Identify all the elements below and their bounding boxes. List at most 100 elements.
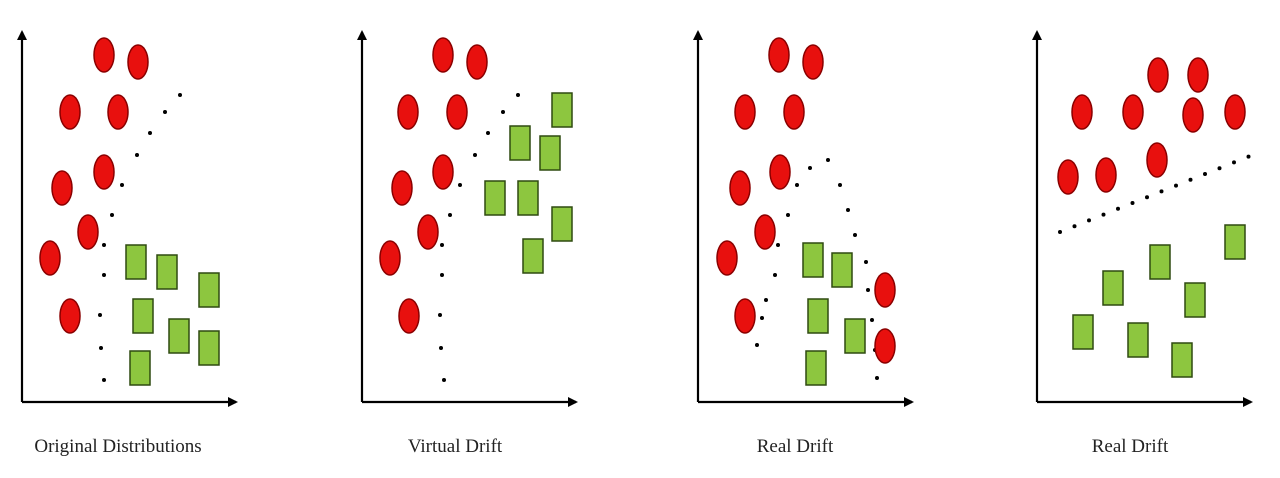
class-a-point <box>768 37 790 73</box>
class-a-point <box>1224 94 1246 130</box>
class-a-point <box>1122 94 1144 130</box>
class-b-point <box>198 272 220 308</box>
boundary-dot <box>760 316 764 320</box>
class-b-point <box>802 242 824 278</box>
boundary-dot <box>1217 166 1222 171</box>
caption: Real Drift <box>757 436 834 457</box>
class-a-point <box>417 214 439 250</box>
caption: Real Drift <box>1092 436 1169 457</box>
boundary-dot <box>1058 230 1062 234</box>
class-a-point <box>77 214 99 250</box>
boundary-dot <box>99 346 103 350</box>
class-b-point <box>129 350 151 386</box>
class-a-point <box>734 94 756 130</box>
class-a-point <box>432 154 454 190</box>
class-a-point <box>754 214 776 250</box>
class-a-point <box>432 37 454 73</box>
class-a-point <box>1095 157 1117 193</box>
class-b-point <box>1224 224 1246 260</box>
class-b-point <box>1102 270 1124 306</box>
boundary-dot <box>776 243 780 247</box>
boundary-dot <box>102 243 106 247</box>
class-b-point <box>125 244 147 280</box>
class-b-point <box>805 350 827 386</box>
boundary-dot <box>98 313 102 317</box>
panel: Original Distributions <box>17 30 238 457</box>
boundary-dot <box>440 273 444 277</box>
class-b-point <box>1184 282 1206 318</box>
boundary-dot <box>1188 177 1193 182</box>
boundary-dot <box>846 208 850 212</box>
boundary-dot <box>1087 218 1091 223</box>
boundary-dot <box>764 298 768 302</box>
class-a-point <box>446 94 468 130</box>
class-a-point <box>39 240 61 276</box>
boundary-dot <box>120 183 124 187</box>
panel: Real Drift <box>1032 30 1253 457</box>
boundary-dot <box>516 93 520 97</box>
class-a-point <box>93 37 115 73</box>
boundary-dot <box>1159 189 1164 194</box>
boundary-dot <box>838 183 842 187</box>
boundary-dot <box>102 378 106 382</box>
boundary-dot <box>1203 172 1207 176</box>
boundary-dot <box>448 213 452 217</box>
class-b-point <box>132 298 154 334</box>
class-a-point <box>1057 159 1079 195</box>
boundary-dot <box>486 131 490 135</box>
class-a-point <box>874 328 896 364</box>
class-b-point <box>831 252 853 288</box>
class-a-point <box>59 94 81 130</box>
boundary-dot <box>501 110 505 114</box>
class-a-point <box>59 298 81 334</box>
boundary-dot <box>1232 160 1236 165</box>
boundary-dot <box>442 378 446 382</box>
class-a-point <box>734 298 756 334</box>
boundary-dot <box>473 153 477 157</box>
class-b-point <box>522 238 544 274</box>
boundary-dot <box>786 213 790 217</box>
class-a-point <box>1182 97 1204 133</box>
boundary-dot <box>148 131 152 135</box>
class-a-point <box>1147 57 1169 93</box>
class-a-point <box>93 154 115 190</box>
class-b-point <box>484 180 506 216</box>
boundary-dot <box>1101 212 1106 217</box>
boundary-dot <box>135 153 139 157</box>
class-a-point <box>874 272 896 308</box>
class-a-point <box>51 170 73 206</box>
class-b-point <box>551 206 573 242</box>
class-b-point <box>198 330 220 366</box>
class-a-point <box>716 240 738 276</box>
class-a-point <box>1187 57 1209 93</box>
boundary-dot <box>875 376 879 380</box>
class-a-point <box>1146 142 1168 178</box>
caption: Original Distributions <box>34 436 201 457</box>
class-a-point <box>107 94 129 130</box>
class-b-point <box>1072 314 1094 350</box>
boundary-dot <box>438 313 442 317</box>
class-b-point <box>1127 322 1149 358</box>
boundary-dot <box>440 243 444 247</box>
class-a-point <box>127 44 149 80</box>
boundary-dot <box>110 213 114 217</box>
class-b-point <box>1149 244 1171 280</box>
boundary-dot <box>808 166 812 170</box>
boundary-dot <box>755 343 759 347</box>
class-b-point <box>844 318 866 354</box>
class-a-point <box>802 44 824 80</box>
boundary-dot <box>795 183 799 187</box>
class-a-point <box>729 170 751 206</box>
class-b-point <box>539 135 561 171</box>
boundary-dot <box>1116 206 1120 211</box>
boundary-dot <box>870 318 874 322</box>
boundary-dot <box>1246 154 1251 159</box>
class-b-point <box>807 298 829 334</box>
class-a-point <box>398 298 420 334</box>
class-b-point <box>509 125 531 161</box>
boundary-dot <box>826 158 830 162</box>
class-a-point <box>391 170 413 206</box>
class-b-point <box>517 180 539 216</box>
